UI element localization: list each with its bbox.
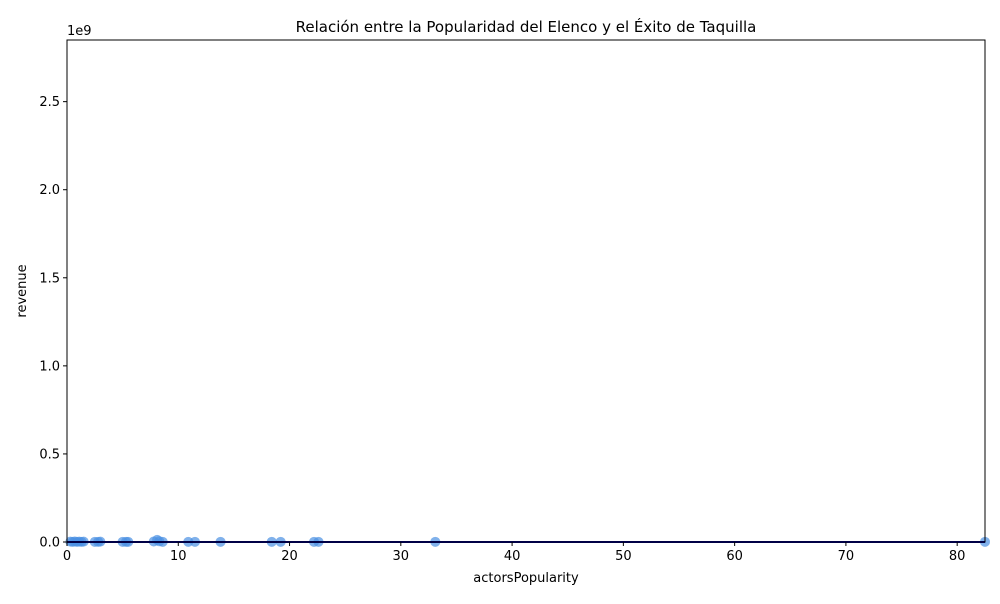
chart-title: Relación entre la Popularidad del Elenco… (296, 17, 757, 36)
x-tick-label: 60 (726, 549, 743, 564)
plot-area (65, 534, 990, 547)
y-tick-label: 1.5 (39, 271, 60, 286)
x-tick-label: 10 (170, 549, 187, 564)
x-tick-label: 40 (504, 549, 521, 564)
x-tick-label: 20 (281, 549, 298, 564)
y-tick-label: 0.0 (39, 536, 60, 551)
x-tick-label: 30 (393, 549, 410, 564)
x-axis-label: actorsPopularity (473, 571, 579, 586)
y-axis: 0.0 0.5 1.0 1.5 2.0 2.5 (39, 95, 67, 551)
y-scale-multiplier: 1e9 (67, 24, 92, 39)
y-tick-label: 1.0 (39, 359, 60, 374)
y-tick-label: 2.0 (39, 183, 60, 198)
x-tick-label: 0 (63, 549, 71, 564)
y-tick-label: 2.5 (39, 95, 60, 110)
x-tick-label: 50 (615, 549, 632, 564)
y-tick-label: 0.5 (39, 447, 60, 462)
x-tick-label: 80 (949, 549, 966, 564)
y-axis-label: revenue (15, 264, 30, 317)
x-tick-label: 70 (838, 549, 855, 564)
plot-frame (66, 39, 986, 543)
x-axis: 0 10 20 30 40 50 60 70 80 (63, 542, 966, 564)
